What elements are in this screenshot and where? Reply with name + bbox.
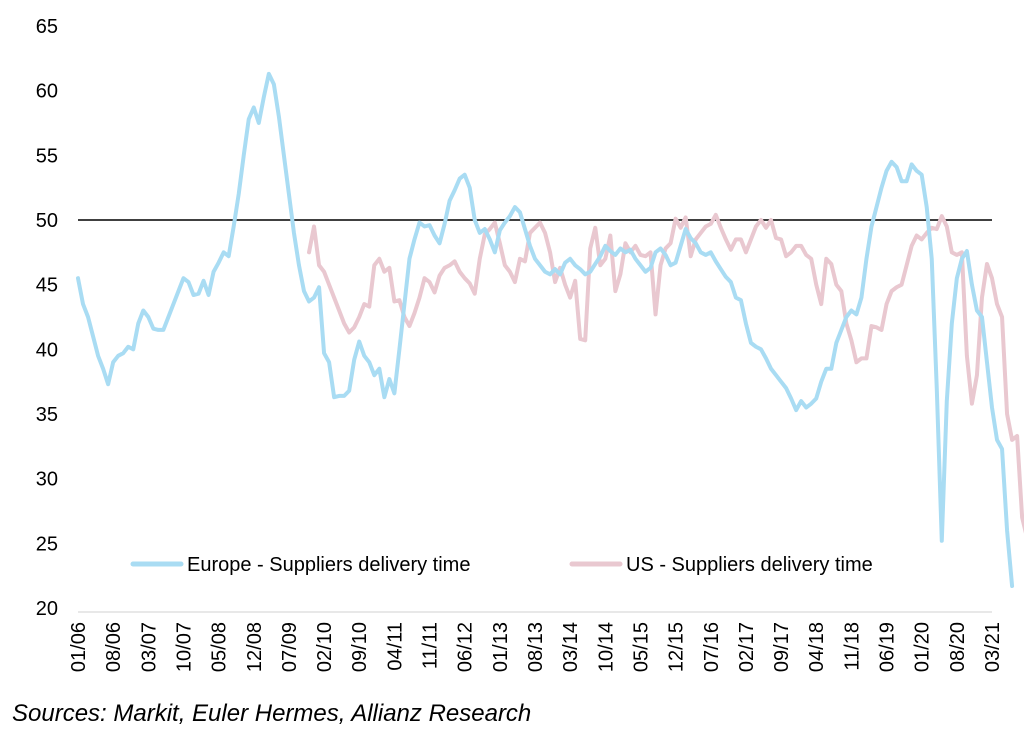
x-tick-label: 09/17 bbox=[771, 622, 793, 672]
x-tick-label: 01/13 bbox=[490, 622, 512, 672]
x-tick-label: 04/18 bbox=[806, 622, 828, 672]
series-line-us bbox=[307, 212, 1024, 534]
x-tick: 07/16 bbox=[701, 622, 723, 672]
x-tick: 03/07 bbox=[138, 622, 160, 672]
x-tick: 02/10 bbox=[314, 622, 336, 672]
x-tick: 06/12 bbox=[455, 622, 477, 672]
x-tick-label: 01/20 bbox=[912, 622, 934, 672]
x-tick-label: 03/21 bbox=[982, 622, 1004, 672]
x-axis: 01/06 08/06 03/07 10/07 05/08 12/08 07/09 02/10… bbox=[68, 611, 1004, 672]
x-tick-label: 08/06 bbox=[103, 622, 125, 672]
x-tick-label: 05/08 bbox=[209, 622, 231, 672]
x-tick-label: 11/11 bbox=[420, 622, 442, 669]
x-tick: 08/06 bbox=[103, 622, 125, 672]
x-tick: 01/13 bbox=[490, 622, 512, 672]
x-tick: 04/18 bbox=[806, 622, 828, 672]
x-tick-label: 07/09 bbox=[279, 622, 301, 672]
x-tick-label: 10/14 bbox=[595, 622, 617, 672]
x-tick-label: 07/16 bbox=[701, 622, 723, 672]
x-tick-label: 02/10 bbox=[314, 622, 336, 672]
x-tick: 12/08 bbox=[244, 622, 266, 672]
x-tick-label: 04/11 bbox=[384, 622, 406, 671]
x-tick-label: 06/19 bbox=[877, 622, 899, 672]
source-note: Sources: Markit, Euler Hermes, Allianz R… bbox=[12, 700, 532, 727]
x-tick-label: 12/08 bbox=[244, 622, 266, 672]
legend-item-us: US - Suppliers delivery time bbox=[569, 554, 873, 576]
legend: Europe - Suppliers delivery time US - Sup… bbox=[130, 554, 873, 576]
x-tick-label: 03/07 bbox=[138, 622, 160, 672]
x-tick: 02/17 bbox=[736, 622, 758, 672]
legend-label: US - Suppliers delivery time bbox=[626, 554, 873, 576]
x-tick-label: 11/18 bbox=[841, 622, 863, 671]
x-tick-label: 02/17 bbox=[736, 622, 758, 672]
y-tick-label: 50 bbox=[36, 210, 58, 232]
x-tick: 09/17 bbox=[771, 622, 793, 672]
x-tick: 11/18 bbox=[841, 622, 863, 671]
x-tick-label: 06/12 bbox=[455, 622, 477, 672]
x-tick-label: 10/07 bbox=[173, 622, 195, 672]
x-tick: 01/06 bbox=[68, 622, 90, 672]
line-chart: 20 25 30 35 40 45 50 55 60 65 01/06 08/06 03/07 10/0… bbox=[36, 16, 1024, 672]
legend-label: Europe - Suppliers delivery time bbox=[187, 554, 470, 576]
x-tick: 09/10 bbox=[349, 622, 371, 672]
x-tick: 11/11 bbox=[420, 622, 442, 669]
x-tick-label: 12/15 bbox=[666, 622, 688, 672]
y-tick-label: 35 bbox=[36, 404, 58, 426]
x-tick: 03/14 bbox=[560, 622, 582, 672]
y-tick-label: 20 bbox=[36, 598, 58, 620]
x-tick-label: 03/14 bbox=[560, 622, 582, 672]
y-tick-label: 45 bbox=[36, 275, 58, 297]
y-tick-label: 65 bbox=[36, 16, 58, 38]
x-tick: 03/21 bbox=[982, 622, 1004, 672]
y-tick-label: 60 bbox=[36, 81, 58, 103]
x-tick: 05/15 bbox=[630, 622, 652, 672]
x-tick: 01/20 bbox=[912, 622, 934, 672]
x-tick: 05/08 bbox=[209, 622, 231, 672]
x-tick-label: 08/13 bbox=[525, 622, 547, 672]
legend-item-europe: Europe - Suppliers delivery time bbox=[130, 554, 470, 576]
y-axis: 20 25 30 35 40 45 50 55 60 65 bbox=[36, 16, 58, 620]
x-tick: 10/07 bbox=[173, 622, 195, 672]
x-tick-label: 09/10 bbox=[349, 622, 371, 672]
x-tick: 06/19 bbox=[877, 622, 899, 672]
x-tick: 04/11 bbox=[384, 622, 406, 671]
series-line-europe bbox=[76, 71, 1015, 589]
x-tick: 08/20 bbox=[947, 622, 969, 672]
series-layer bbox=[76, 71, 1024, 589]
y-tick-label: 25 bbox=[36, 533, 58, 555]
x-tick: 07/09 bbox=[279, 622, 301, 672]
x-tick: 12/15 bbox=[666, 622, 688, 672]
x-tick-label: 08/20 bbox=[947, 622, 969, 672]
x-tick-label: 01/06 bbox=[68, 622, 90, 672]
x-tick: 10/14 bbox=[595, 622, 617, 672]
y-tick-label: 30 bbox=[36, 469, 58, 491]
y-tick-label: 40 bbox=[36, 339, 58, 361]
x-tick: 08/13 bbox=[525, 622, 547, 672]
y-tick-label: 55 bbox=[36, 145, 58, 167]
x-tick-label: 05/15 bbox=[630, 622, 652, 672]
